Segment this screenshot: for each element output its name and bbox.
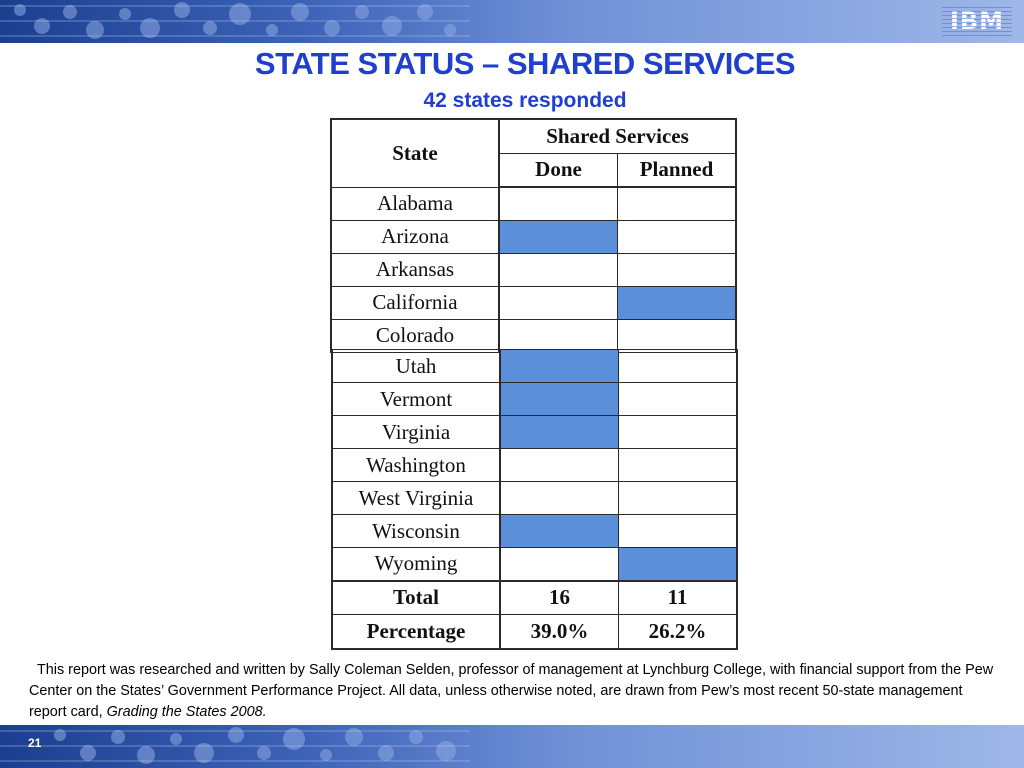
state-column-header: State <box>330 118 500 188</box>
state-name-cell: Colorado <box>330 318 500 353</box>
done-cell-filled <box>499 514 619 548</box>
footer-banner: 21 <box>0 725 1024 768</box>
done-cell-empty <box>498 252 618 287</box>
header-banner: IBM <box>0 0 1024 43</box>
table-row: Virginia <box>331 415 738 449</box>
planned-cell-empty <box>618 349 738 383</box>
planned-cell-empty <box>617 186 737 221</box>
done-cell-filled <box>499 382 619 416</box>
total-planned-value: 11 <box>618 579 738 615</box>
total-label: Total <box>331 579 501 615</box>
state-name-cell: Virginia <box>331 415 501 449</box>
state-name-cell: Wisconsin <box>331 514 501 548</box>
done-cell-empty <box>498 318 618 353</box>
state-name-cell: Alabama <box>330 186 500 221</box>
planned-cell-empty <box>618 514 738 548</box>
decorative-dots-pattern <box>0 727 470 764</box>
decorative-dots-pattern <box>0 2 470 39</box>
planned-cell-empty <box>617 252 737 287</box>
percentage-done-value: 39.0% <box>499 614 619 650</box>
done-cell-empty <box>499 481 619 515</box>
planned-cell-empty <box>618 448 738 482</box>
percentage-planned-value: 26.2% <box>618 614 738 650</box>
state-name-cell: West Virginia <box>331 481 501 515</box>
state-name-cell: Vermont <box>331 382 501 416</box>
done-cell-filled <box>499 349 619 383</box>
done-cell-empty <box>498 285 618 320</box>
table-row: West Virginia <box>331 481 738 515</box>
percentage-label: Percentage <box>331 614 501 650</box>
planned-cell-empty <box>617 219 737 254</box>
state-name-cell: California <box>330 285 500 320</box>
footnote-italic-title: Grading the States 2008. <box>106 704 267 720</box>
planned-cell-empty <box>618 415 738 449</box>
state-name-cell: Arizona <box>330 219 500 254</box>
page-title: STATE STATUS – SHARED SERVICES <box>254 46 796 81</box>
planned-cell-empty <box>618 382 738 416</box>
page-number: 21 <box>28 736 42 750</box>
done-cell-empty <box>498 186 618 221</box>
shared-services-table-bottom: Utah Vermont Virginia Washington West Virgin… <box>331 349 738 650</box>
table-row: Alabama <box>330 186 737 221</box>
planned-cell-empty <box>617 318 737 353</box>
table-row: Washington <box>331 448 738 482</box>
shared-services-header: Shared Services <box>498 118 737 154</box>
state-name-cell: Utah <box>331 349 501 383</box>
state-name-cell: Wyoming <box>331 547 501 581</box>
planned-cell-filled <box>617 285 737 320</box>
page-subtitle: 42 states responded <box>423 89 627 112</box>
done-cell-empty <box>499 448 619 482</box>
table-row: Utah <box>331 349 738 383</box>
done-column-header: Done <box>498 152 618 188</box>
planned-cell-empty <box>618 481 738 515</box>
table-row: California <box>330 285 737 320</box>
ibm-logo: IBM <box>942 4 1012 38</box>
total-done-value: 16 <box>499 579 619 615</box>
shared-services-table-top: State Shared Services Done Planned Alaba… <box>330 118 737 353</box>
footnote: This report was researched and written b… <box>29 660 1004 723</box>
table-row: Colorado <box>330 318 737 353</box>
table-row: Arkansas <box>330 252 737 287</box>
done-cell-filled <box>499 415 619 449</box>
planned-cell-filled <box>618 547 738 581</box>
table-row: Arizona <box>330 219 737 254</box>
done-cell-filled <box>498 219 618 254</box>
table-row: Wyoming <box>331 547 738 581</box>
planned-column-header: Planned <box>617 152 737 188</box>
footnote-text: This report was researched and written b… <box>29 662 994 720</box>
state-name-cell: Arkansas <box>330 252 500 287</box>
state-name-cell: Washington <box>331 448 501 482</box>
table-row: Wisconsin <box>331 514 738 548</box>
done-cell-empty <box>499 547 619 581</box>
table-row: Vermont <box>331 382 738 416</box>
